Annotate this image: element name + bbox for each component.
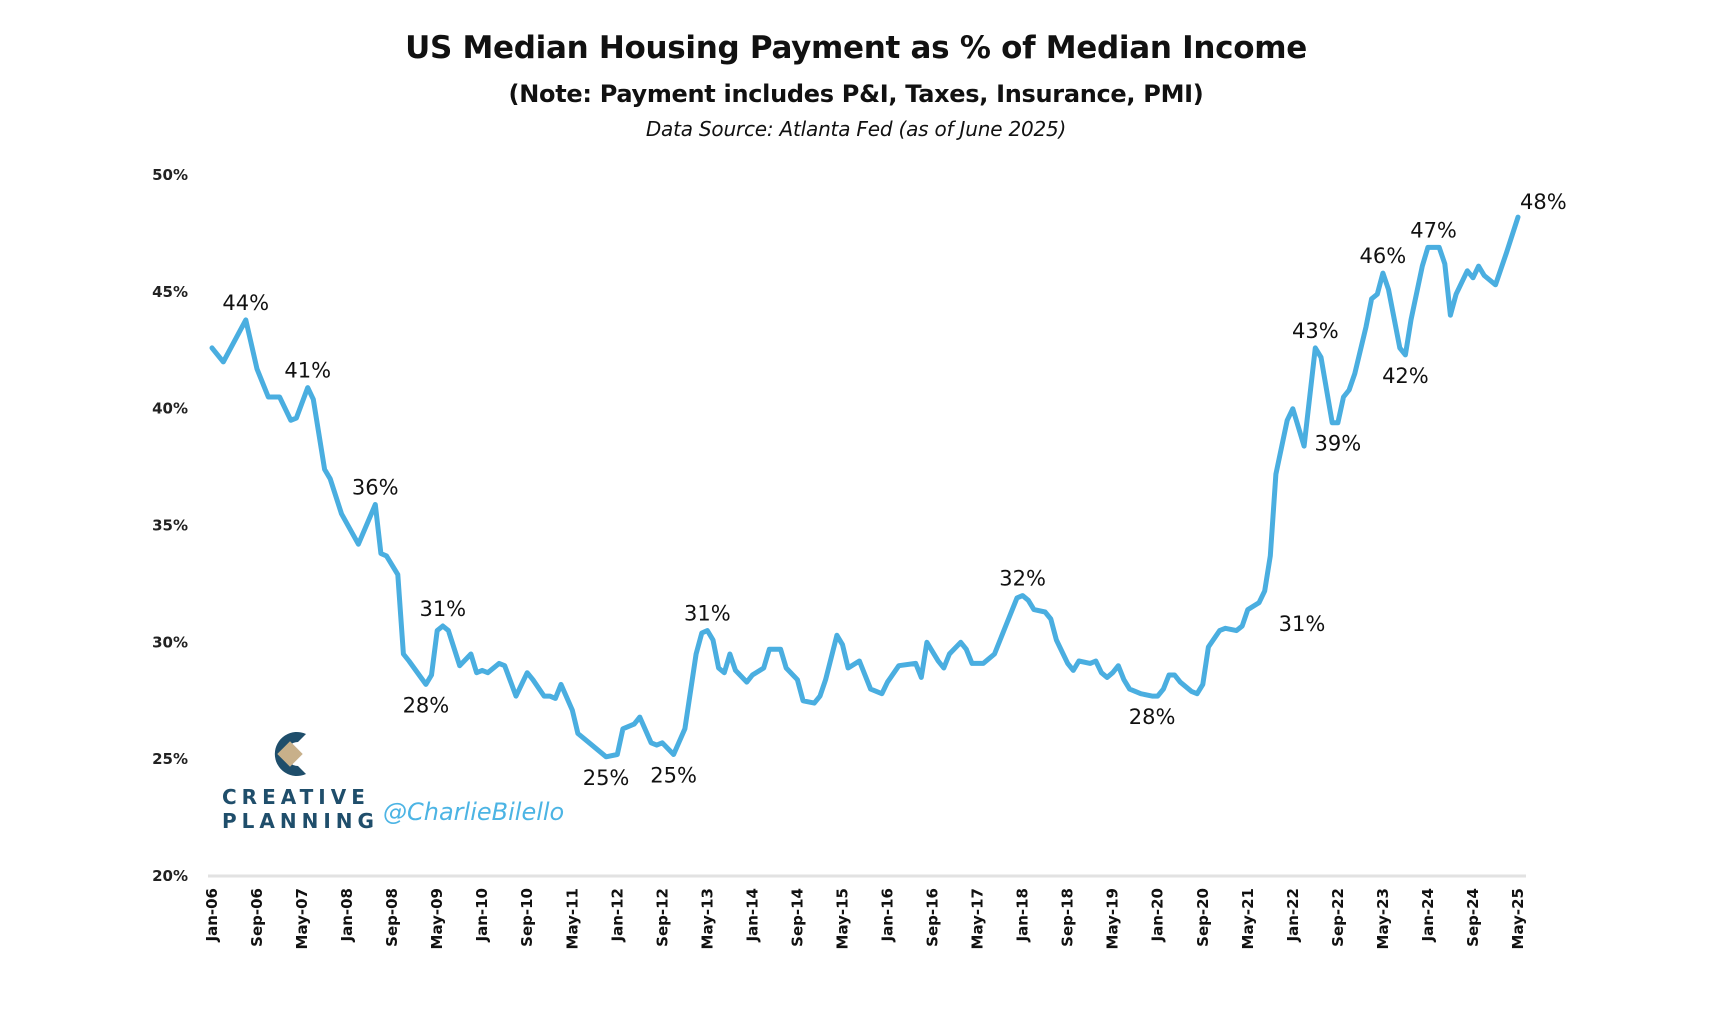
x-tick-label: Jan-24 (1419, 888, 1437, 942)
x-tick-label: Sep-18 (1059, 888, 1077, 947)
data-label: 25% (650, 763, 697, 787)
y-tick-label: 50% (152, 166, 188, 184)
x-tick-label: May-19 (1104, 888, 1122, 949)
x-tick-label: Sep-12 (653, 888, 671, 947)
data-label: 47% (1410, 218, 1457, 242)
data-label: 31% (684, 602, 731, 626)
y-axis-ticks: 50% 45% 40% 35% 30% 25% 20% (152, 166, 188, 885)
x-tick-label: Jan-14 (743, 888, 761, 942)
x-tick-label: Sep-24 (1464, 888, 1482, 947)
x-tick-label: May-17 (969, 888, 987, 949)
data-label: 41% (284, 359, 331, 383)
x-tick-label: Jan-18 (1014, 888, 1032, 942)
data-label: 28% (1129, 705, 1176, 729)
x-tick-label: Sep-22 (1329, 888, 1347, 947)
data-label: 48% (1520, 190, 1567, 214)
x-tick-label: Sep-06 (248, 888, 266, 947)
x-tick-label: May-25 (1509, 888, 1527, 949)
data-label: 36% (352, 475, 399, 499)
x-tick-label: May-07 (293, 888, 311, 949)
author-handle: @CharlieBilello (383, 798, 565, 826)
data-label: 43% (1292, 319, 1339, 343)
x-tick-label: Sep-08 (383, 888, 401, 947)
x-tick-label: Jan-06 (203, 888, 221, 942)
x-tick-label: Sep-14 (788, 888, 806, 947)
data-label: 39% (1315, 432, 1362, 456)
chart-source: Data Source: Atlanta Fed (as of June 202… (645, 117, 1067, 141)
data-label: 46% (1360, 244, 1407, 268)
x-tick-label: Jan-22 (1284, 888, 1302, 942)
data-label: 25% (583, 766, 630, 790)
x-tick-label: Sep-10 (518, 888, 536, 947)
data-labels: 44% 41% 36% 28% 31% 25% 25% 31% 32% 28% 31% 43% 39% 4… (222, 190, 1566, 790)
x-tick-label: May-23 (1374, 888, 1392, 949)
y-tick-label: 20% (152, 867, 188, 885)
logo-text-line2: PLANNING (222, 809, 379, 833)
y-tick-label: 40% (152, 400, 188, 418)
y-tick-label: 45% (152, 283, 188, 301)
data-label: 31% (419, 597, 466, 621)
x-tick-label: Jan-16 (879, 888, 897, 942)
data-label: 32% (999, 567, 1046, 591)
x-tick-label: Jan-10 (473, 888, 491, 942)
data-label: 42% (1382, 364, 1429, 388)
x-tick-label: Sep-16 (924, 888, 942, 947)
chart-title: US Median Housing Payment as % of Median… (405, 30, 1307, 66)
x-tick-label: Jan-20 (1149, 888, 1167, 942)
y-tick-label: 30% (152, 633, 188, 651)
data-label: 31% (1279, 612, 1326, 636)
chart-subtitle: (Note: Payment includes P&I, Taxes, Insu… (508, 80, 1204, 108)
x-axis-ticks: Jan-06 Sep-06 May-07 Jan-08 Sep-08 May-09 Jan-… (203, 888, 1527, 949)
x-tick-label: May-11 (563, 888, 581, 949)
y-tick-label: 25% (152, 750, 188, 768)
x-tick-label: May-15 (833, 888, 851, 949)
data-label: 44% (222, 291, 269, 315)
x-tick-label: Jan-12 (608, 888, 626, 942)
x-tick-label: May-13 (698, 888, 716, 949)
y-tick-label: 35% (152, 517, 188, 535)
x-tick-label: May-21 (1239, 888, 1257, 949)
logo-text-line1: CREATIVE (222, 785, 370, 809)
x-tick-label: May-09 (428, 888, 446, 949)
series-line-housing-payment (209, 214, 1521, 760)
x-tick-label: Sep-20 (1194, 888, 1212, 947)
creative-planning-logo-icon (274, 732, 306, 776)
x-tick-label: Jan-08 (338, 888, 356, 942)
data-label: 28% (403, 693, 450, 717)
